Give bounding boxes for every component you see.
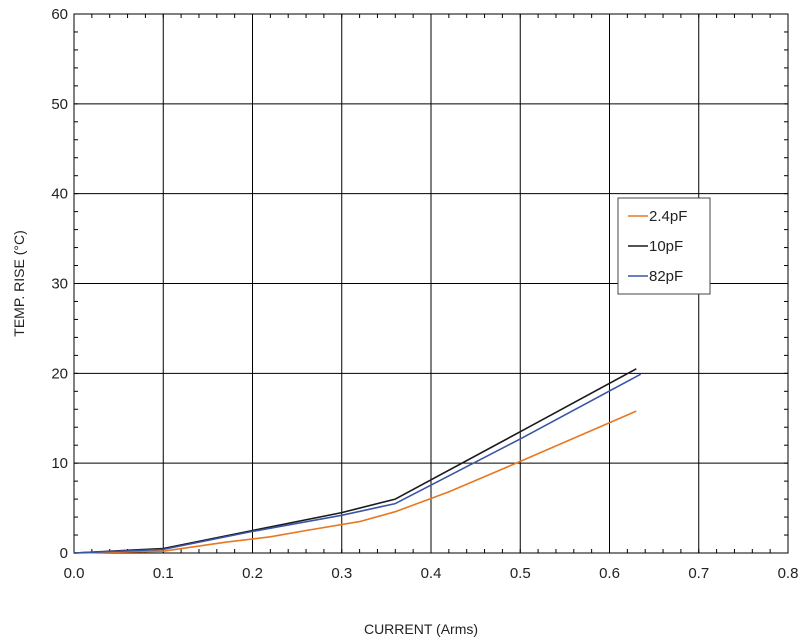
y-tick-label: 40 [51,186,68,203]
x-tick-label: 0.1 [153,565,174,582]
y-tick-label: 60 [51,6,68,23]
x-axis-label: CURRENT (Arms) [364,621,478,637]
y-tick-label: 10 [51,455,68,472]
y-tick-label: 20 [51,365,68,382]
x-tick-label: 0.7 [688,565,709,582]
y-tick-label: 30 [51,276,68,293]
legend-label: 2.4pF [649,208,687,225]
legend-label: 82pF [649,268,683,285]
x-axis-tick-labels: 0.0 0.1 0.2 0.3 0.4 0.5 0.6 0.7 0.8 [64,565,799,582]
y-tick-label: 50 [51,96,68,113]
x-tick-label: 0.8 [778,565,799,582]
x-tick-label: 0.4 [421,565,442,582]
x-tick-label: 0.5 [510,565,531,582]
x-tick-label: 0.2 [242,565,263,582]
x-tick-label: 0.0 [64,565,85,582]
y-tick-label: 0 [60,545,68,562]
x-tick-label: 0.3 [331,565,352,582]
y-axis-label: TEMP. RISE (°C) [11,230,27,336]
legend-label: 10pF [649,238,683,255]
legend: 2.4pF 10pF 82pF [618,198,710,294]
x-tick-label: 0.6 [599,565,620,582]
y-axis-tick-labels: 0 10 20 30 40 50 60 [51,6,68,562]
